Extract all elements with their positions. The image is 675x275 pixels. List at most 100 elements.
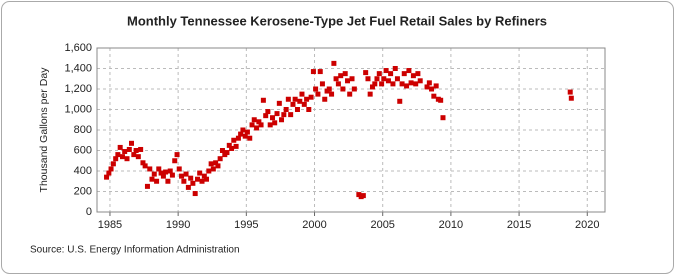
point [342, 71, 348, 77]
source-note: Source: U.S. Energy Information Administ… [30, 245, 240, 256]
point [279, 117, 285, 123]
point [260, 97, 266, 103]
point [226, 142, 232, 148]
point [301, 101, 307, 107]
x-tick-label: 2010 [439, 219, 463, 231]
point [129, 140, 135, 146]
point [299, 91, 305, 97]
point [392, 66, 398, 71]
point [249, 122, 255, 128]
point [204, 176, 210, 182]
point [408, 80, 414, 86]
point [140, 160, 146, 166]
point [163, 169, 169, 175]
point [347, 91, 353, 97]
point [329, 91, 335, 97]
y-axis-label: Thousand Gallons per Day [38, 67, 50, 193]
point [244, 129, 250, 135]
point [110, 161, 116, 167]
point [438, 97, 444, 103]
x-tick-label: 2020 [575, 219, 599, 231]
point [224, 150, 230, 156]
point [335, 81, 341, 87]
point [256, 119, 262, 125]
point [404, 83, 410, 89]
point [156, 166, 162, 172]
point [199, 178, 205, 184]
point [197, 170, 203, 176]
point [151, 171, 157, 177]
point [267, 122, 273, 128]
point [160, 173, 166, 179]
point [276, 100, 282, 106]
point [399, 81, 405, 87]
y-tick-label: 1,200 [64, 83, 92, 95]
point [274, 111, 280, 117]
chart-title: Monthly Tennessee Kerosene-Type Jet Fuel… [127, 13, 547, 28]
point [192, 191, 198, 197]
point [235, 135, 241, 141]
point [183, 171, 189, 177]
point [283, 107, 289, 112]
y-tick-label: 800 [74, 124, 92, 136]
point [349, 76, 355, 82]
point [297, 98, 303, 104]
point [238, 131, 244, 137]
point [215, 163, 221, 169]
point [217, 156, 223, 162]
point [388, 71, 394, 77]
point [251, 117, 257, 123]
point [365, 76, 371, 82]
point [242, 133, 248, 139]
y-tick-label: 1,400 [64, 62, 92, 74]
point [113, 156, 119, 162]
point [383, 68, 389, 74]
point [374, 76, 380, 82]
point [397, 98, 403, 104]
point [131, 152, 137, 158]
plot-border [96, 47, 606, 213]
point [372, 81, 378, 87]
point [340, 86, 346, 92]
x-tick-label: 2015 [507, 219, 531, 231]
point [142, 163, 148, 169]
point [229, 145, 235, 151]
point [240, 127, 246, 133]
point [133, 148, 139, 153]
point [424, 84, 430, 90]
point [317, 69, 323, 75]
point [319, 81, 325, 87]
point [326, 86, 332, 92]
point [381, 76, 387, 82]
point [247, 135, 253, 141]
point [208, 161, 214, 167]
point [254, 125, 260, 131]
point [108, 166, 114, 172]
y-tick-label: 0 [86, 206, 92, 218]
point [176, 166, 182, 172]
point [120, 154, 126, 160]
point [233, 143, 239, 149]
point [135, 154, 141, 160]
point [290, 101, 296, 107]
point [144, 183, 150, 189]
point [417, 78, 423, 84]
point [104, 174, 110, 180]
y-tick-label: 200 [74, 185, 92, 197]
point [333, 76, 339, 82]
point [169, 172, 175, 178]
x-tick-label: 2005 [370, 219, 394, 231]
point [385, 78, 391, 84]
point [272, 120, 278, 126]
x-tick-label: 1985 [98, 219, 122, 231]
point [567, 89, 573, 95]
point [440, 115, 446, 121]
point [331, 60, 337, 66]
point [313, 86, 319, 92]
point [376, 71, 382, 77]
point [165, 178, 171, 184]
point [338, 73, 344, 79]
point [210, 166, 216, 172]
point [351, 86, 357, 92]
